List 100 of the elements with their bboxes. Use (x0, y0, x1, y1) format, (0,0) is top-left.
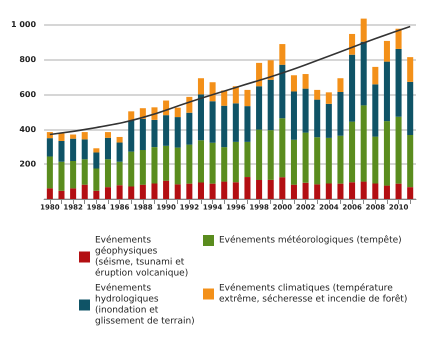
bar (290, 75, 297, 92)
y-tick-label: 1 000 (10, 20, 36, 30)
bar (116, 136, 123, 143)
bar (268, 180, 274, 199)
bar (244, 177, 250, 199)
bar (360, 18, 367, 42)
bar (349, 182, 356, 199)
bar (174, 117, 181, 148)
bar (116, 162, 123, 186)
bar (279, 177, 286, 199)
bar (70, 188, 76, 199)
bar (279, 118, 286, 178)
bar (302, 88, 309, 133)
bar (116, 142, 123, 162)
bar (82, 159, 88, 185)
bar (93, 190, 100, 199)
bar (221, 182, 228, 199)
bar (210, 82, 216, 102)
bar (174, 184, 181, 199)
bar (244, 90, 250, 106)
bar (337, 136, 344, 184)
bar (407, 187, 414, 199)
bar (128, 120, 134, 152)
bar (93, 152, 100, 168)
bar (104, 138, 111, 160)
bar (268, 130, 274, 180)
bar (163, 146, 170, 181)
bar (104, 159, 111, 188)
bar (93, 168, 100, 191)
bar (151, 120, 158, 148)
legend-label: Evénements météorologiques (tempête) (219, 234, 402, 246)
bar (314, 100, 320, 138)
bar (82, 184, 88, 199)
bar (349, 122, 356, 182)
bar (360, 42, 367, 106)
bar (58, 133, 65, 141)
bar (337, 92, 344, 136)
bar (174, 148, 181, 184)
y-tick-label: 400 (19, 124, 36, 134)
bar (70, 161, 76, 188)
bar (104, 132, 111, 138)
bar (186, 144, 192, 184)
bar (396, 184, 402, 199)
bar (372, 84, 378, 137)
bar (128, 111, 134, 120)
legend-label: Evénements hydrologiques (inondation et glissement de terrain) (95, 282, 195, 326)
bar (186, 184, 192, 199)
bar (349, 54, 356, 122)
bar (82, 132, 88, 140)
bar (290, 184, 297, 199)
bar (116, 185, 123, 199)
line-series (49, 26, 411, 136)
bar (302, 182, 309, 199)
bar (58, 162, 65, 191)
bar (210, 142, 216, 184)
bar (221, 106, 228, 148)
bar (256, 62, 262, 86)
bar (256, 180, 262, 199)
bar (46, 138, 53, 156)
bar (396, 116, 402, 184)
bar (93, 148, 100, 152)
bar (279, 64, 286, 118)
bar (384, 62, 390, 122)
bar (244, 106, 250, 142)
bar (407, 82, 414, 136)
bar (314, 90, 320, 100)
legend-label: Evénements climatiques (température extrême, sécheresse et incendie de forêt) (219, 282, 408, 304)
bar (384, 186, 390, 199)
bar (221, 90, 228, 106)
bar (163, 180, 170, 199)
bar (128, 186, 134, 199)
bar (372, 183, 378, 199)
bar (70, 138, 76, 162)
bar (46, 188, 53, 199)
y-tick-label: 600 (19, 90, 36, 99)
bar (46, 156, 53, 188)
bar (140, 118, 146, 150)
bar (268, 80, 274, 130)
bar (268, 60, 274, 80)
bar (326, 92, 332, 104)
bar (198, 182, 204, 199)
bar (221, 147, 228, 182)
bar (302, 74, 309, 89)
bar (232, 142, 239, 182)
bar (279, 44, 286, 65)
bar (174, 108, 181, 118)
bar (58, 190, 65, 199)
bar (198, 140, 204, 182)
bar (58, 140, 65, 162)
bar (232, 103, 239, 142)
bar (140, 150, 146, 185)
y-tick-label: 800 (19, 55, 36, 64)
bar (349, 34, 356, 55)
bar (82, 139, 88, 160)
legend-label: Evénements géophysiques (séisme, tsunami et éruption volcanique) (95, 234, 188, 278)
bar (256, 130, 262, 180)
bar (163, 115, 170, 146)
bar (256, 86, 262, 130)
bar (314, 184, 320, 199)
bar (407, 135, 414, 188)
